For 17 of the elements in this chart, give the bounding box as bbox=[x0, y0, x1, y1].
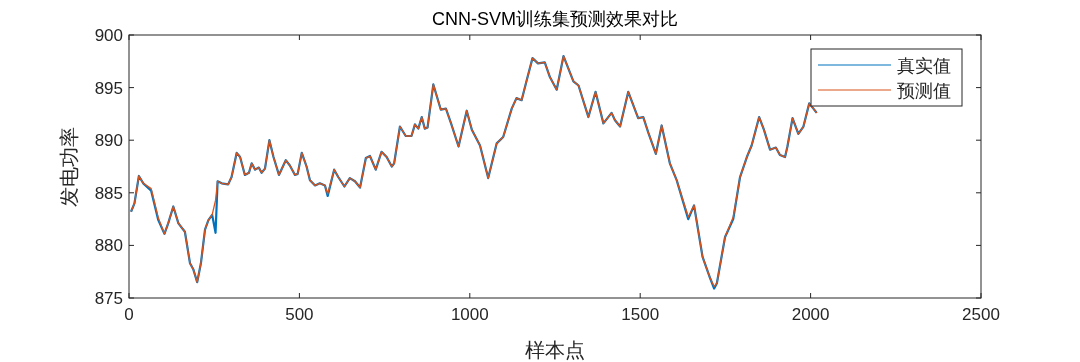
x-tick-label: 1500 bbox=[621, 305, 660, 324]
x-axis-title: 样本点 bbox=[525, 339, 585, 361]
y-tick-label: 875 bbox=[94, 289, 123, 308]
x-tick-label: 500 bbox=[285, 305, 314, 324]
y-tick-label: 895 bbox=[94, 78, 123, 98]
y-tick-label: 885 bbox=[94, 183, 123, 203]
y-axis-title: 发电功率 bbox=[58, 126, 80, 207]
x-tick-label: 2500 bbox=[962, 305, 1000, 324]
y-tick-label: 900 bbox=[94, 26, 123, 45]
y-tick-label: 880 bbox=[94, 236, 123, 256]
legend-label: 真实值 bbox=[897, 56, 951, 76]
chart-title: CNN-SVM训练集预测效果对比 bbox=[432, 9, 678, 29]
x-tick-label: 2000 bbox=[791, 305, 830, 324]
x-tick-label: 0 bbox=[124, 305, 134, 324]
x-tick-label: 1000 bbox=[450, 305, 489, 324]
y-tick-label: 890 bbox=[94, 131, 123, 151]
legend-label: 预测值 bbox=[897, 81, 951, 101]
